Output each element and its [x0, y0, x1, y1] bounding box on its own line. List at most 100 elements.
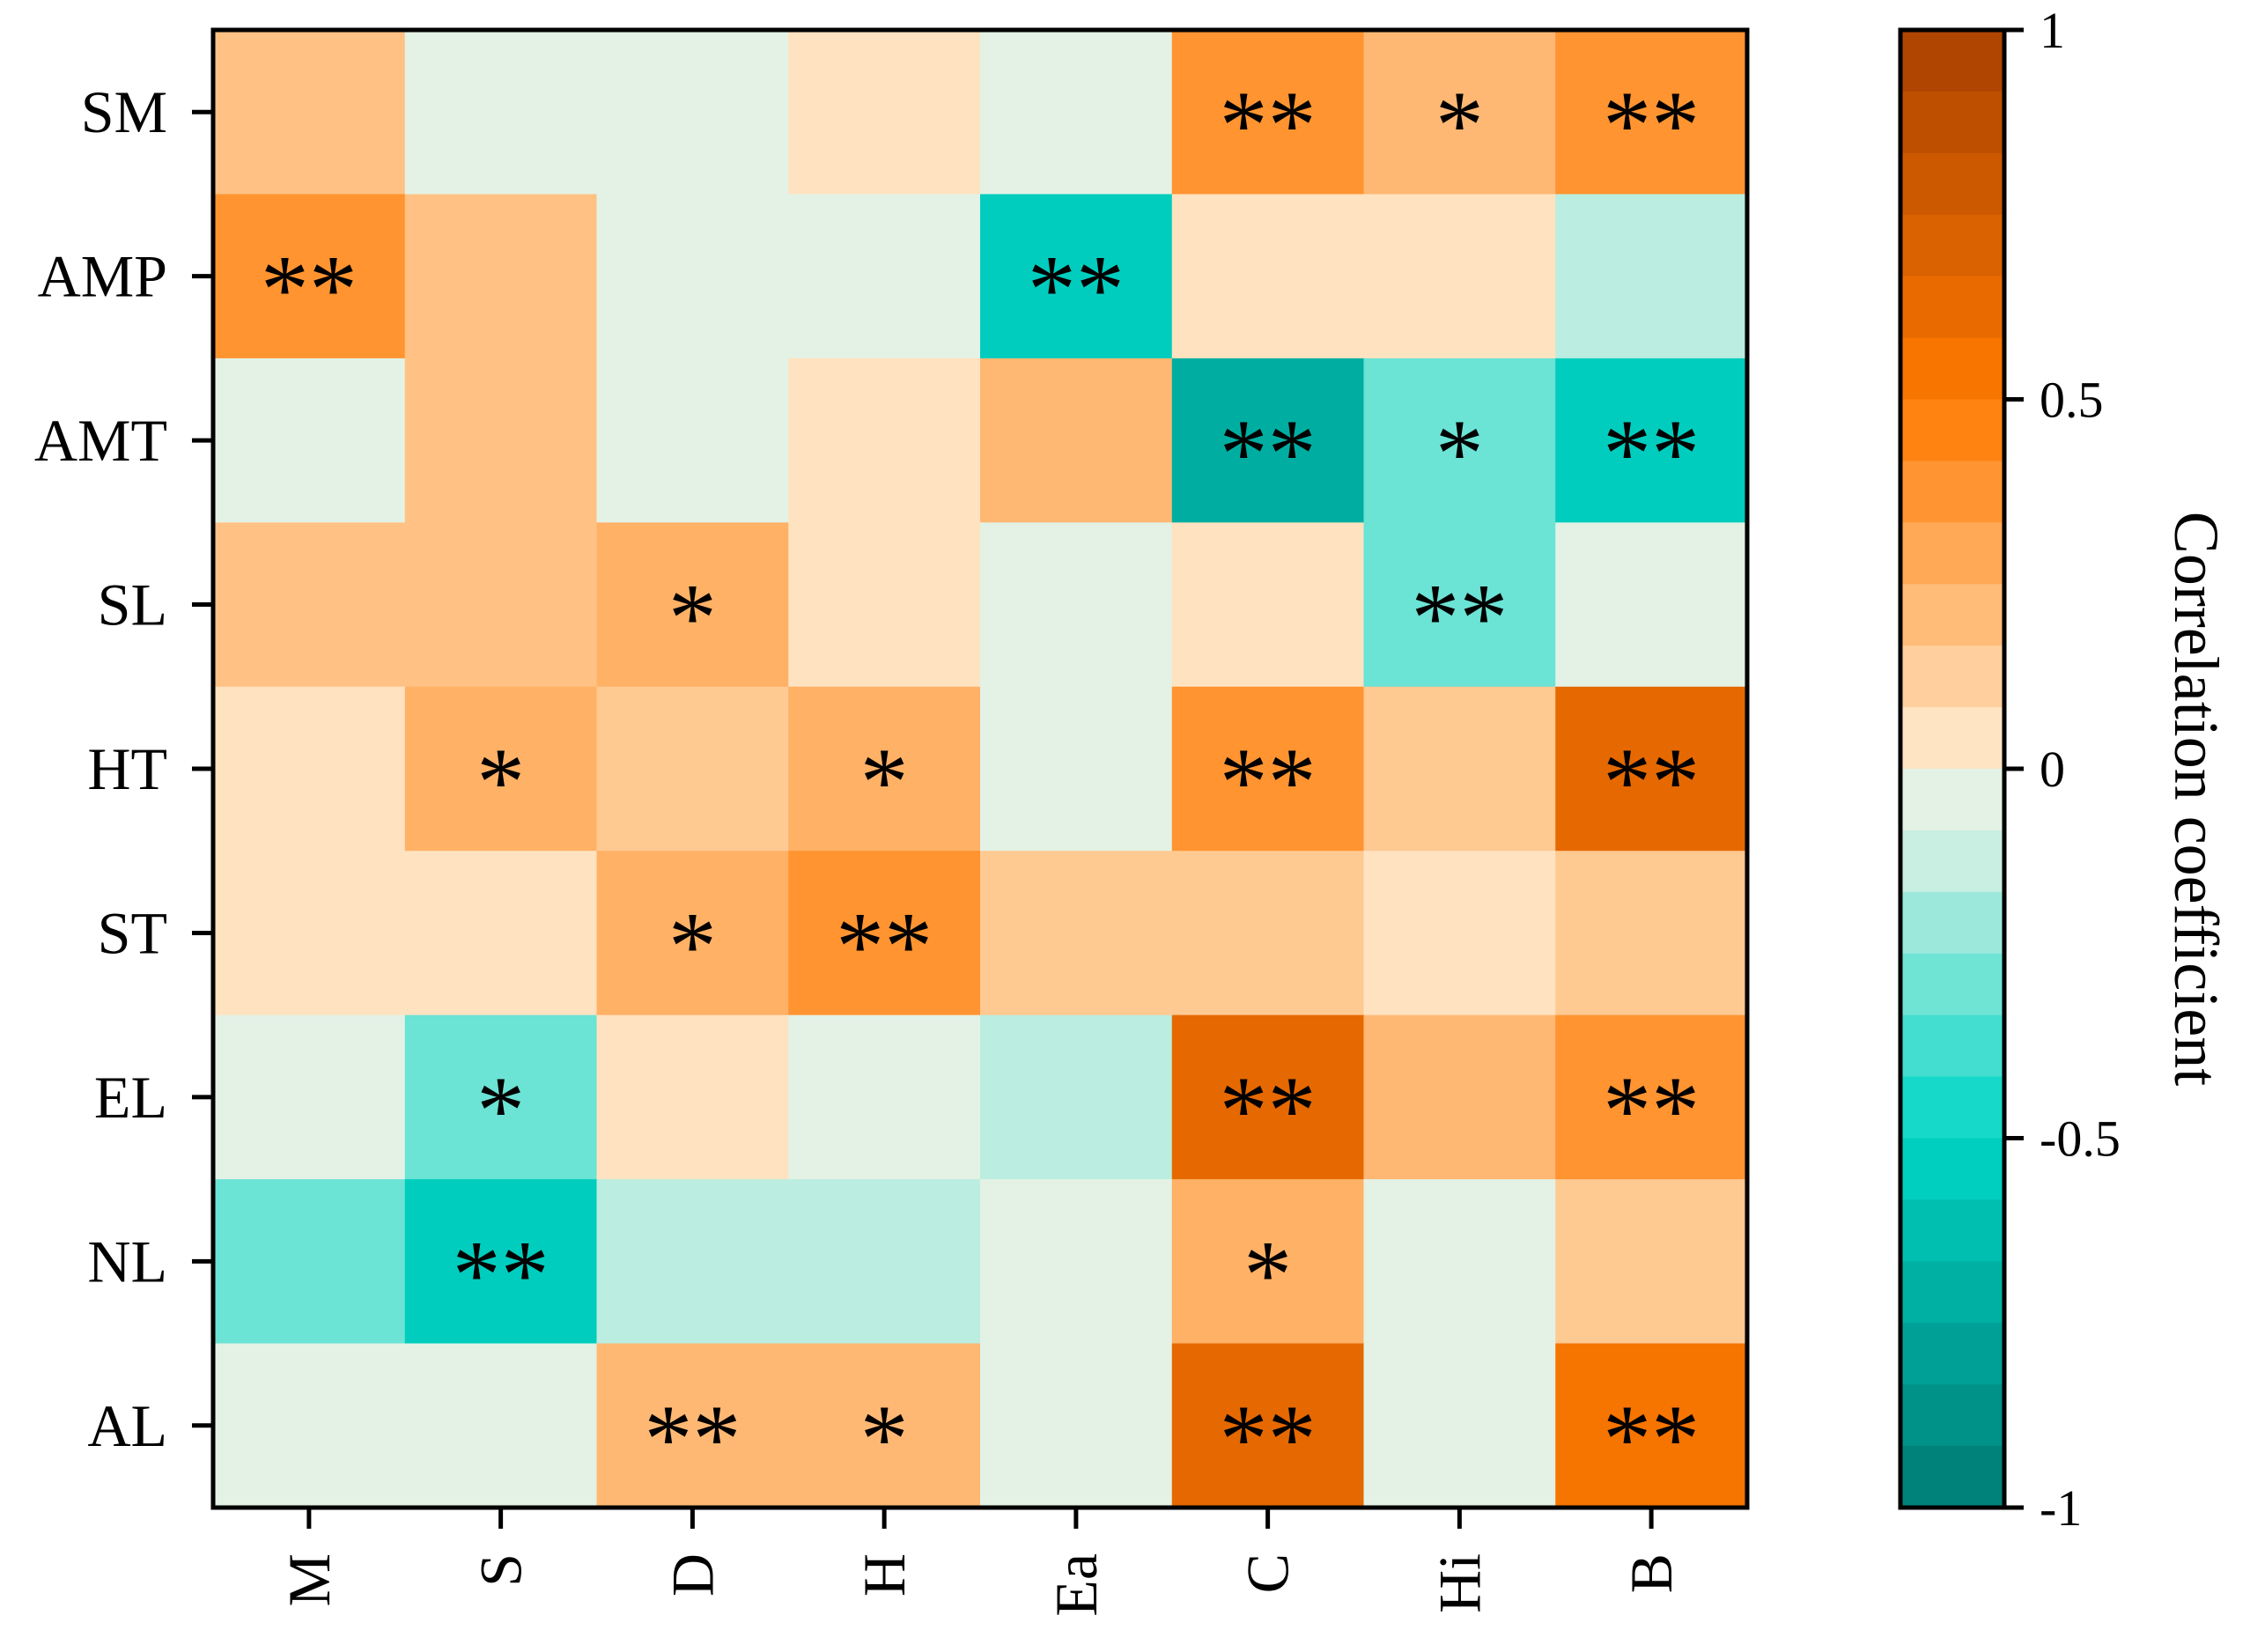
colorbar-band [1900, 399, 2004, 462]
heatmap-cell-NL-B [1555, 1179, 1748, 1345]
x-tick-label-S: S [468, 1553, 535, 1587]
colorbar-band [1900, 461, 2004, 523]
heatmap-cell-SL-Ea [980, 522, 1173, 688]
colorbar-tick-label: 0.5 [2040, 372, 2104, 429]
heatmap-cell-AMT-M [213, 358, 406, 523]
heatmap-cell-AL-Hi [1363, 1343, 1556, 1508]
heatmap-cell-SM-M [213, 30, 406, 195]
heatmap-cell-EL-C [1171, 1014, 1365, 1180]
significance-marker-HT-S: * [476, 728, 525, 836]
significance-marker-AMP-Ea: ** [1028, 236, 1125, 343]
colorbar-band [1900, 522, 2004, 585]
significance-marker-HT-H: * [860, 728, 909, 836]
heatmap-cell-AMT-H [788, 358, 981, 523]
significance-marker-AMP-M: ** [261, 236, 358, 343]
colorbar-band [1900, 891, 2004, 955]
heatmap-cell-AMT-Hi [1363, 358, 1556, 523]
significance-marker-AMT-Hi: * [1435, 400, 1484, 507]
colorbar-band [1900, 1446, 2004, 1508]
colorbar-band [1900, 769, 2004, 831]
heatmap-cell-EL-Hi [1363, 1014, 1556, 1180]
y-axis: SM AMP AMT SL HT ST EL NL AL [34, 78, 213, 1459]
significance-marker-NL-S: ** [453, 1221, 550, 1328]
significance-marker-AL-B: ** [1603, 1385, 1700, 1493]
y-tick-label-HT: HT [87, 735, 167, 802]
heatmap-cell-AMP-B [1555, 194, 1748, 359]
significance-marker-SL-Hi: ** [1411, 564, 1508, 672]
significance-marker-AL-D: ** [644, 1385, 741, 1493]
significance-marker-AMT-C: ** [1220, 400, 1317, 507]
heatmap-cell-AMP-D [596, 194, 789, 359]
heatmap-cell-NL-M [213, 1179, 406, 1345]
colorbar-band [1900, 1261, 2004, 1324]
heatmap-cell-NL-S [404, 1179, 598, 1345]
y-tick-label-SL: SL [98, 572, 167, 638]
heatmap-cell-AL-M [213, 1343, 406, 1508]
heatmap-cell-SM-Hi [1363, 30, 1556, 195]
colorbar-band [1900, 707, 2004, 770]
x-tick-label-M: M [276, 1553, 343, 1606]
heatmap-cell-AL-D [596, 1343, 789, 1508]
heatmap-cell-AL-S [404, 1343, 598, 1508]
colorbar-band [1900, 30, 2004, 92]
heatmap-cell-ST-B [1555, 851, 1748, 1016]
significance-marker-SM-C: ** [1220, 71, 1317, 179]
colorbar-band [1900, 645, 2004, 708]
y-tick-label-SM: SM [81, 78, 167, 145]
colorbar-band [1900, 1323, 2004, 1385]
significance-marker-ST-D: * [668, 892, 717, 999]
heatmap-cell-AMT-B [1555, 358, 1748, 523]
heatmap-cell-ST-Ea [980, 851, 1173, 1016]
heatmap-cell-HT-H [788, 686, 981, 852]
heatmap-cell-HT-D [596, 686, 789, 852]
significance-marker-SL-D: * [668, 564, 717, 672]
heatmap-cell-AMT-C [1171, 358, 1365, 523]
significance-marker-EL-C: ** [1220, 1057, 1317, 1164]
heatmap-cell-EL-H [788, 1014, 981, 1180]
colorbar-tick-label: -1 [2040, 1479, 2082, 1537]
colorbar: 1 0.5 0 -0.5 -1 [1898, 2, 2121, 1537]
significance-marker-EL-B: ** [1603, 1057, 1700, 1164]
colorbar-band [1900, 1384, 2004, 1447]
heatmap-cell-AL-Ea [980, 1343, 1173, 1508]
heatmap-cell-AMT-D [596, 358, 789, 523]
significance-marker-NL-C: * [1243, 1221, 1292, 1328]
heatmap-cell-EL-S [404, 1014, 598, 1180]
heatmap-cell-HT-C [1171, 686, 1365, 852]
heatmap-cells [213, 30, 1748, 1508]
colorbar-band [1900, 830, 2004, 893]
heatmap-cell-ST-S [404, 851, 598, 1016]
heatmap-cell-SL-S [404, 522, 598, 688]
significance-marker-SM-Hi: * [1435, 71, 1484, 179]
heatmap-cell-SM-S [404, 30, 598, 195]
heatmap-cell-SL-D [596, 522, 789, 688]
significance-marker-AL-H: * [860, 1385, 909, 1493]
heatmap-cell-ST-D [596, 851, 789, 1016]
significance-marker-EL-S: * [476, 1057, 525, 1164]
heatmap-cell-EL-Ea [980, 1014, 1173, 1180]
heatmap-cell-SM-C [1171, 30, 1365, 195]
x-tick-label-B: B [1618, 1553, 1685, 1593]
heatmap-cell-SL-M [213, 522, 406, 688]
significance-markers: ** * **** **** * *** *** * ** *** *** ** **** *** * ** *… [261, 71, 1700, 1493]
heatmap-cell-ST-C [1171, 851, 1365, 1016]
significance-marker-AMT-B: ** [1603, 400, 1700, 507]
colorbar-band [1900, 152, 2004, 216]
colorbar-band [1900, 584, 2004, 646]
colorbar-band [1900, 214, 2004, 277]
heatmap-cell-AL-H [788, 1343, 981, 1508]
heatmap-cell-SL-Hi [1363, 522, 1556, 688]
x-axis: M S D H Ea C Hi B [276, 1508, 1685, 1617]
heatmap-cell-AMP-H [788, 194, 981, 359]
heatmap-cell-HT-S [404, 686, 598, 852]
y-tick-label-AMP: AMP [38, 243, 167, 310]
y-tick-label-AMT: AMT [34, 407, 167, 474]
heatmap-cell-HT-Ea [980, 686, 1173, 852]
heatmap-cell-HT-M [213, 686, 406, 852]
colorbar-band [1900, 1199, 2004, 1262]
x-tick-label-D: D [659, 1553, 726, 1597]
heatmap-cell-NL-Ea [980, 1179, 1173, 1345]
heatmap-cell-SL-C [1171, 522, 1365, 688]
heatmap-cell-AMT-S [404, 358, 598, 523]
heatmap-cell-HT-Hi [1363, 686, 1556, 852]
